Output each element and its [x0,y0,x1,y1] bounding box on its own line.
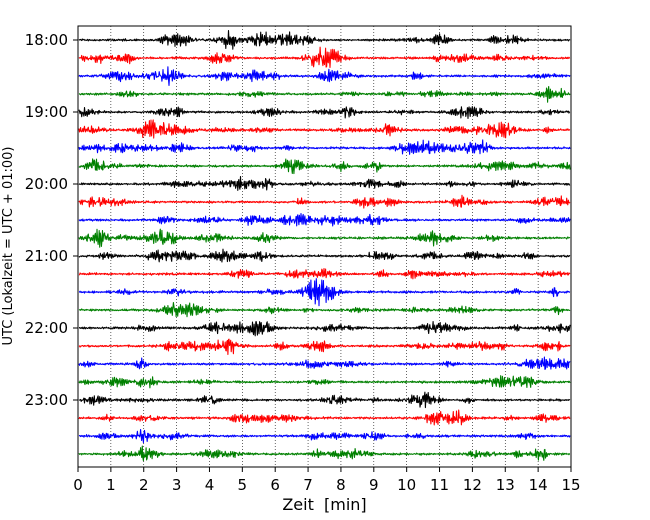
trace-14 [78,268,571,280]
trace-16 [78,302,571,318]
trace-8 [78,158,571,175]
trace-18 [78,338,571,356]
trace-23 [78,429,571,444]
trace-2 [78,46,571,69]
trace-24 [78,445,571,462]
y-tick-label-20:00: 20:00 [25,175,68,193]
trace-10 [78,194,571,209]
trace-7 [78,139,571,155]
trace-19 [78,356,571,370]
x-tick-label-14: 14 [529,476,548,494]
trace-13 [78,248,571,263]
x-tick-label-5: 5 [238,476,248,494]
x-axis-label: Zeit [min] [282,495,366,514]
y-tick-label-22:00: 22:00 [25,319,68,337]
x-tick-label-9: 9 [369,476,379,494]
trace-15 [78,278,571,307]
y-tick-label-18:00: 18:00 [25,31,68,49]
x-tick-label-15: 15 [561,476,580,494]
x-tick-label-8: 8 [336,476,346,494]
x-tick-label-10: 10 [397,476,416,494]
x-tick-label-6: 6 [270,476,280,494]
y-axis-label: UTC (Lokalzeit = UTC + 01:00) [1,147,16,346]
x-tick-label-7: 7 [303,476,313,494]
trace-17 [78,321,571,337]
x-tick-label-1: 1 [106,476,116,494]
y-tick-label-19:00: 19:00 [25,103,68,121]
trace-11 [78,212,571,227]
x-tick-label-4: 4 [205,476,215,494]
plot-frame [77,25,572,468]
x-tick-label-0: 0 [73,476,83,494]
y-tick-label-23:00: 23:00 [25,391,68,409]
x-tick-label-11: 11 [430,476,449,494]
x-tick-label-2: 2 [139,476,149,494]
trace-6 [78,119,571,139]
trace-22 [78,409,571,426]
trace-12 [78,228,571,248]
y-tick-label-21:00: 21:00 [25,247,68,265]
trace-3 [78,66,571,87]
x-tick-label-12: 12 [463,476,482,494]
x-tick-label-3: 3 [172,476,182,494]
seismogram-traces [78,30,571,462]
trace-9 [78,175,571,191]
x-tick-label-13: 13 [496,476,515,494]
trace-20 [78,375,571,389]
trace-4 [78,85,571,103]
trace-5 [78,105,571,120]
x-axis-ticks: 0 1 2 3 4 5 6 7 8 9 10 11 12 13 14 15 [73,467,581,494]
trace-1 [78,30,571,50]
trace-21 [78,391,571,409]
y-axis-ticks: 18:00 19:00 20:00 21:00 22:00 23:00 [25,31,78,409]
